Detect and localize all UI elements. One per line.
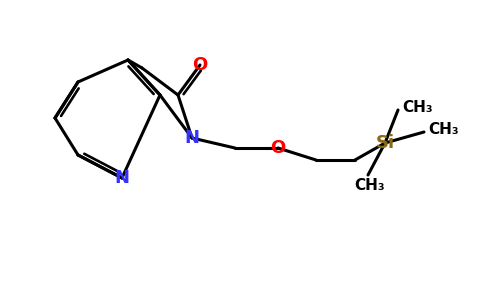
Text: CH₃: CH₃: [429, 122, 459, 137]
Text: CH₃: CH₃: [355, 178, 385, 193]
Text: N: N: [184, 129, 199, 147]
Text: O: O: [271, 139, 286, 157]
Text: N: N: [115, 169, 130, 187]
Text: CH₃: CH₃: [403, 100, 433, 116]
Text: Si: Si: [376, 134, 394, 152]
Text: O: O: [192, 56, 208, 74]
